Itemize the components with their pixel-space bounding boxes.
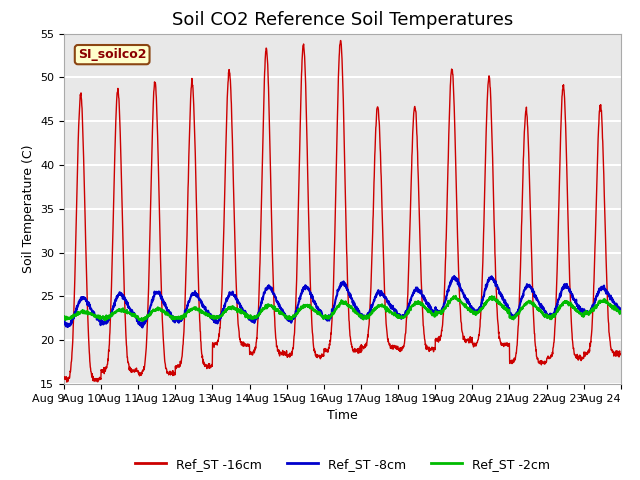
Title: Soil CO2 Reference Soil Temperatures: Soil CO2 Reference Soil Temperatures (172, 11, 513, 29)
Y-axis label: Soil Temperature (C): Soil Temperature (C) (22, 144, 35, 273)
X-axis label: Time: Time (327, 409, 358, 422)
Legend: Ref_ST -16cm, Ref_ST -8cm, Ref_ST -2cm: Ref_ST -16cm, Ref_ST -8cm, Ref_ST -2cm (129, 453, 556, 476)
Text: SI_soilco2: SI_soilco2 (78, 48, 147, 61)
